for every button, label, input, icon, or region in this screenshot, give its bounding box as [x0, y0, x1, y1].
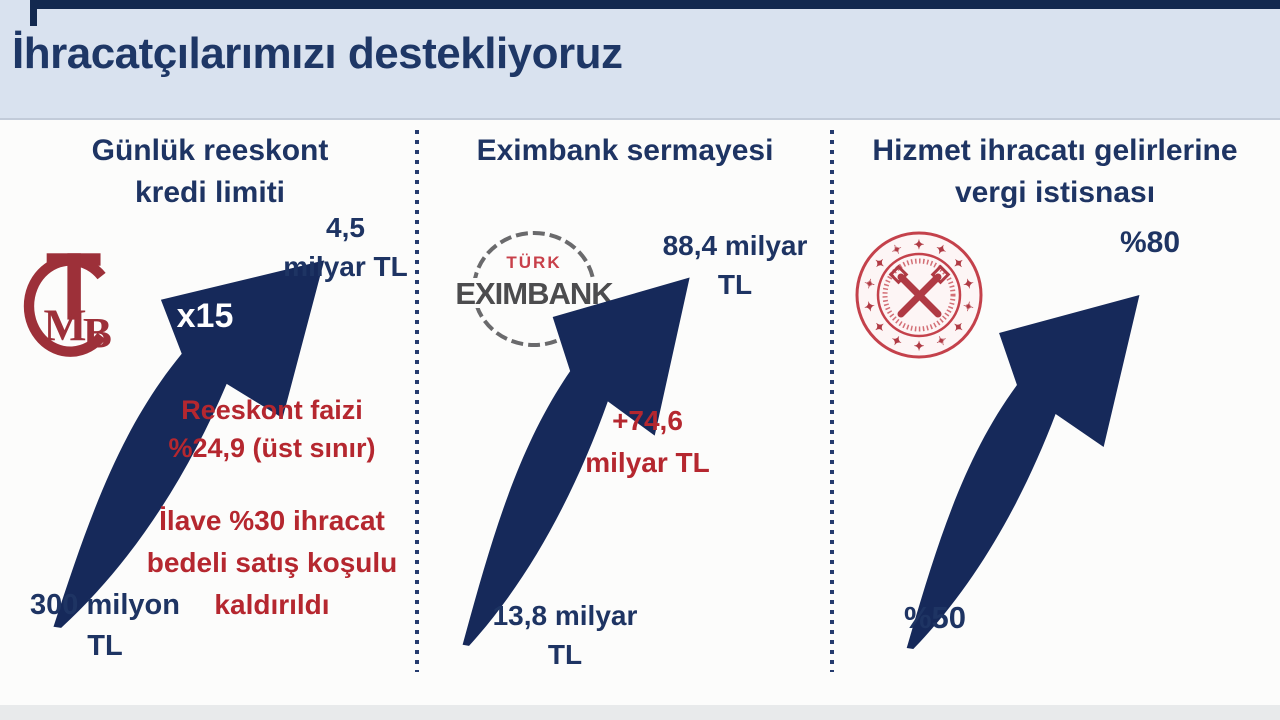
top-edge-tick: [30, 0, 37, 26]
end-value-eximbank: 88,4 milyar TL: [662, 230, 808, 301]
seal-text-ring: [882, 258, 956, 332]
start-value-eximbank: 13,8 milyar TL: [492, 600, 638, 671]
panel-title-reeskont: Günlük reeskont kredi limiti: [91, 134, 329, 209]
seal-key-bow-left: [888, 264, 909, 285]
tcmb-t-stem: [67, 253, 81, 320]
panel-title-eximbank: Eximbank sermayesi: [476, 134, 774, 167]
growth-arrow-vergi: [906, 295, 1140, 649]
note-rediscount-rate: Reeskont faizi %24,9 (üst sınır): [168, 395, 376, 463]
eximbank-wordmark: EXIMBANK: [455, 276, 614, 311]
end-value-reeskont: 4,5 milyar TL: [283, 212, 408, 283]
dotted-divider-1: [415, 130, 419, 672]
start-value-vergi: %50: [903, 600, 967, 635]
eximbank-turk-text: TÜRK: [506, 253, 561, 272]
dotted-divider-2: [830, 130, 834, 672]
svg-text:✦: ✦: [861, 277, 878, 291]
eximbank-logo: TÜRK EXIMBANK: [450, 231, 618, 347]
multiplier-label: x15: [176, 297, 234, 335]
svg-text:✦: ✦: [861, 299, 878, 313]
tcmb-logo: M B: [23, 253, 112, 358]
end-value-vergi: %80: [1119, 226, 1181, 259]
note-condition-removed: İlave %30 ihracat bedeli satış koşulu ka…: [146, 505, 398, 620]
header-band: [0, 0, 1280, 120]
eximbank-text-backing: [450, 278, 618, 308]
delta-value-eximbank: +74,6 milyar TL: [585, 405, 710, 478]
ministry-seal-logo: ✦ ✦ ✦ ✦ ✦ ✦ ✦ ✦ ✦ ✦ ✦ ✦ ✦ ✦: [855, 231, 983, 359]
growth-arrow-shape: [53, 260, 325, 628]
growth-arrow-shape: [906, 295, 1140, 649]
growth-arrow-reeskont: [53, 260, 325, 628]
panel-title-vergi: Hizmet ihracatı gelirlerine vergi istisn…: [872, 134, 1238, 209]
growth-arrow-shape: [462, 277, 690, 646]
slide-title: İhracatçılarımızı destekliyoruz: [12, 29, 623, 78]
svg-text:✦: ✦: [913, 338, 924, 353]
start-value-reeskont: 300 milyon TL: [30, 589, 180, 662]
svg-text:✦: ✦: [914, 237, 925, 252]
svg-text:✦: ✦: [960, 299, 977, 313]
top-edge-bar: [30, 0, 1280, 9]
seal-crossed-keys: [897, 273, 942, 318]
growth-arrow-eximbank: [462, 277, 690, 646]
seal-key-bow-right: [930, 264, 951, 285]
tcmb-letter-b: B: [83, 310, 112, 358]
svg-text:✦: ✦: [960, 277, 977, 291]
bottom-strip: [0, 705, 1280, 720]
seal-inner-ring: [876, 252, 962, 338]
tcmb-letter-m: M: [44, 299, 87, 350]
